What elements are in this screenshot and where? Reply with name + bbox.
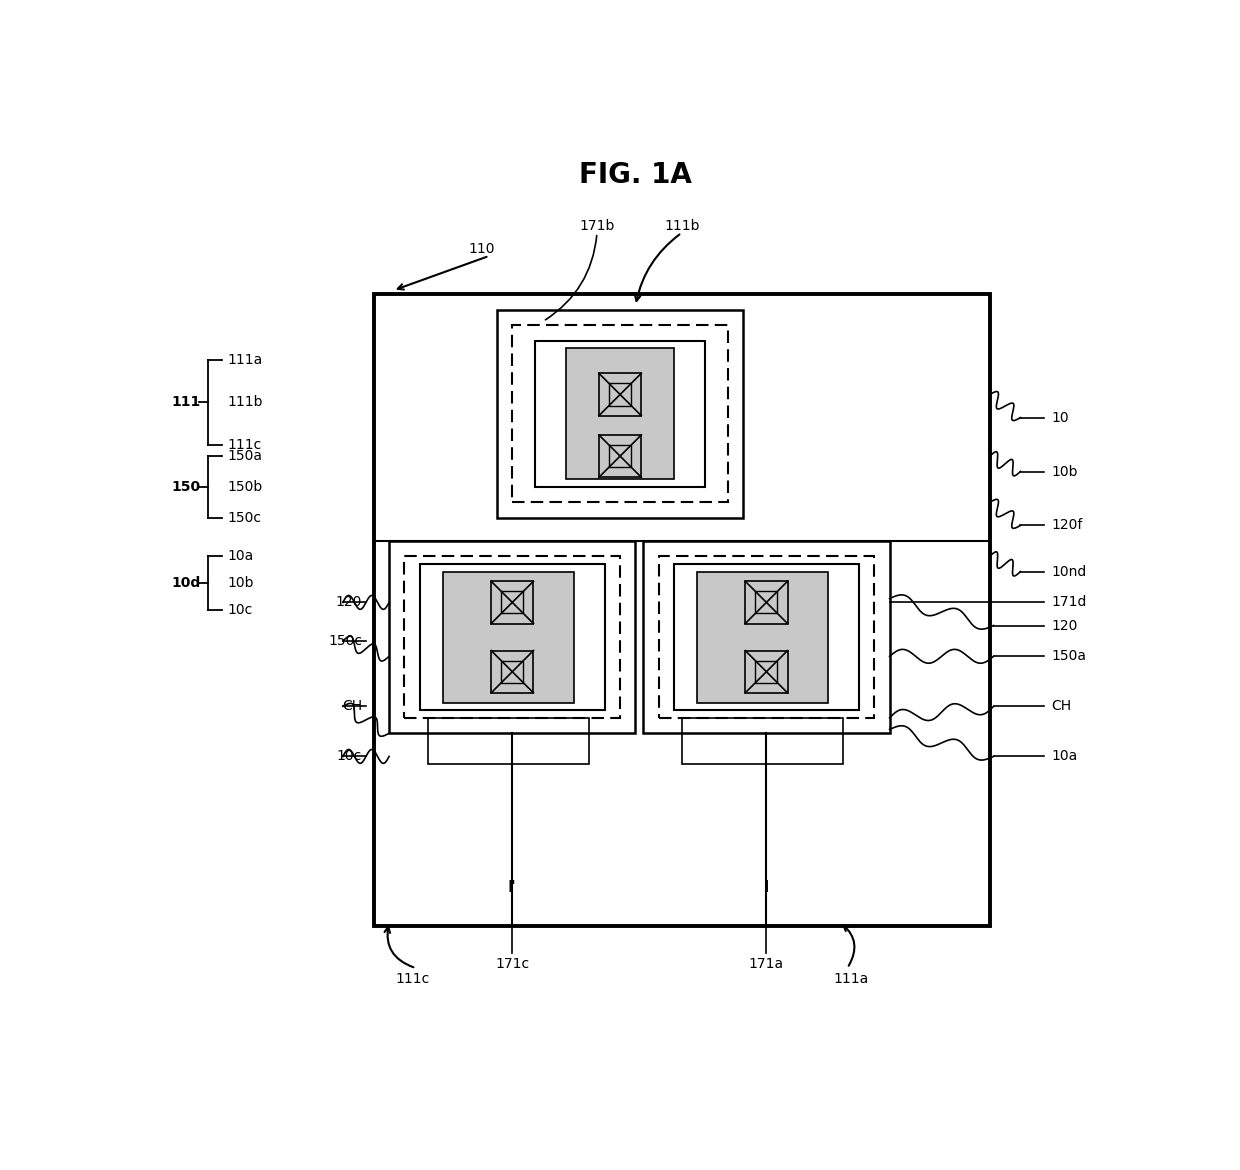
Text: 10a: 10a [1052, 750, 1078, 763]
Bar [491, 651, 533, 693]
Bar [404, 556, 620, 718]
Bar [755, 591, 777, 613]
Bar [497, 310, 743, 517]
Text: I': I' [508, 880, 517, 895]
Text: 10c: 10c [227, 603, 253, 617]
Text: FIG. 1A: FIG. 1A [579, 161, 692, 190]
Bar [745, 651, 787, 693]
Text: 111c: 111c [396, 972, 429, 986]
Bar [675, 564, 859, 710]
Bar [658, 556, 874, 718]
Bar [745, 581, 787, 624]
Text: I: I [764, 880, 769, 895]
Text: 171b: 171b [579, 219, 615, 233]
Text: 10: 10 [1052, 411, 1069, 425]
Bar [567, 349, 675, 480]
Text: 10b: 10b [227, 576, 254, 590]
Bar [599, 435, 641, 477]
Bar [420, 564, 605, 710]
Bar [373, 295, 990, 925]
Text: 120: 120 [336, 596, 362, 610]
Text: 171d: 171d [1052, 596, 1086, 610]
Bar [501, 661, 523, 683]
Bar [609, 445, 631, 467]
Text: 111: 111 [171, 395, 201, 410]
Text: 150a: 150a [227, 449, 263, 463]
Bar [512, 325, 728, 502]
Text: 10c: 10c [337, 750, 362, 763]
Bar [536, 340, 704, 487]
Bar [755, 661, 777, 683]
Text: CH: CH [1052, 700, 1071, 714]
Bar [609, 384, 631, 406]
Text: 120f: 120f [1052, 518, 1083, 532]
Bar [682, 718, 843, 764]
Bar [491, 581, 533, 624]
Text: 110: 110 [469, 242, 495, 256]
Bar [428, 718, 589, 764]
Text: 10d: 10d [171, 576, 201, 590]
Text: 10b: 10b [1052, 464, 1078, 479]
Text: 171a: 171a [749, 957, 784, 971]
Text: 150: 150 [171, 480, 201, 494]
Text: 111a: 111a [227, 353, 263, 367]
Text: CH: CH [342, 700, 362, 714]
Bar [443, 572, 574, 702]
Text: 171c: 171c [495, 957, 529, 971]
Bar [389, 541, 635, 734]
Text: 111b: 111b [663, 219, 699, 233]
Bar [644, 541, 889, 734]
Text: 150c: 150c [227, 510, 262, 524]
Bar [501, 591, 523, 613]
Bar [697, 572, 828, 702]
Text: 120: 120 [1052, 619, 1078, 633]
Text: 111b: 111b [227, 395, 263, 410]
Text: 111c: 111c [227, 438, 262, 452]
Bar [599, 373, 641, 415]
Text: 150b: 150b [227, 480, 263, 494]
Text: 150a: 150a [1052, 649, 1086, 663]
Text: 10nd: 10nd [1052, 565, 1086, 579]
Text: 150c: 150c [329, 634, 362, 648]
Text: 111a: 111a [833, 972, 869, 986]
Text: 10a: 10a [227, 549, 254, 563]
